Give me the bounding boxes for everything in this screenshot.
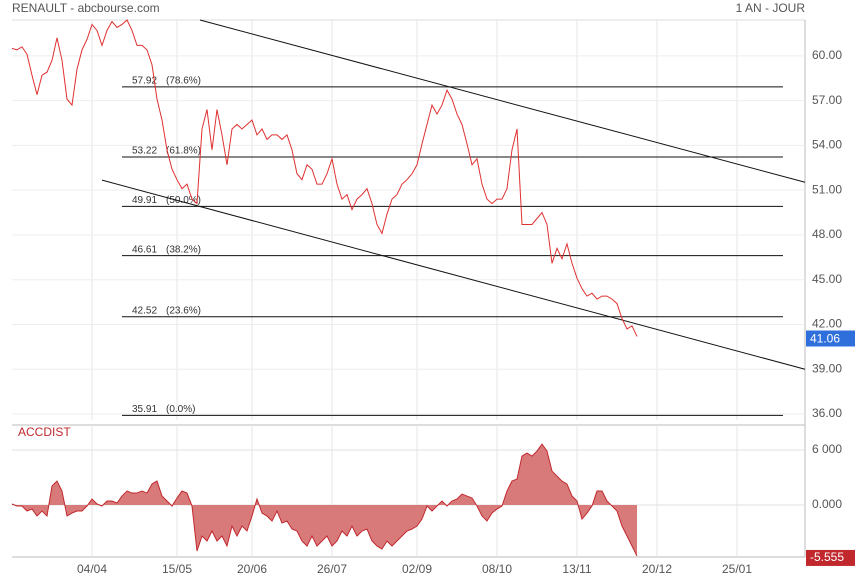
fib-value: 49.91: [132, 195, 157, 206]
y-tick-label: 54.00: [812, 138, 842, 152]
fib-ratio: (23.6%): [166, 305, 201, 316]
panel-title: ACCDIST: [18, 425, 71, 439]
fib-value: 53.22: [132, 146, 157, 157]
x-tick-label: 08/10: [482, 562, 512, 576]
y-tick-label: 51.00: [812, 182, 842, 196]
fib-ratio: (0.0%): [166, 404, 195, 415]
fib-ratio: (38.2%): [166, 244, 201, 255]
fib-ratio: (78.6%): [166, 76, 201, 87]
y-tick-label: 0.000: [812, 497, 842, 511]
x-tick-label: 26/07: [317, 562, 347, 576]
fib-value: 35.91: [132, 404, 157, 415]
price-line: [11, 19, 638, 337]
x-tick-label: 13/11: [562, 562, 591, 576]
last-price-box: [806, 330, 855, 347]
fib-value: 46.61: [132, 244, 157, 255]
fib-value: 42.52: [132, 305, 157, 316]
last-accdist-box: [806, 549, 855, 566]
last-price: 41.06: [810, 332, 840, 346]
y-tick-label: 36.00: [812, 406, 842, 420]
y-tick-label: 42.00: [812, 317, 842, 331]
x-tick-label: 15/05: [162, 562, 192, 576]
y-tick-label: 57.00: [812, 93, 842, 107]
area: [12, 444, 637, 556]
fib-value: 57.92: [132, 76, 157, 87]
chart-title: RENAULT - abcbourse.com: [12, 1, 160, 15]
area-line: [11, 443, 638, 557]
y-tick-label: 48.00: [812, 227, 842, 241]
last-accdist: -5.555: [810, 550, 844, 564]
x-tick-label: 20/12: [642, 562, 672, 576]
x-tick-label: 20/06: [237, 562, 267, 576]
trendline: [199, 19, 806, 183]
trendline: [101, 179, 806, 370]
fib-ratio: (50.0%): [166, 195, 201, 206]
y-tick-label: 6 000: [812, 442, 842, 456]
y-tick-label: 45.00: [812, 272, 842, 286]
fib-ratio: (61.8%): [166, 146, 201, 157]
x-tick-label: 02/09: [402, 562, 432, 576]
x-tick-label: 25/01: [722, 562, 752, 576]
y-tick-label: 39.00: [812, 361, 842, 375]
x-tick-label: 04/04: [77, 562, 107, 576]
chart-subtitle: 1 AN - JOUR: [736, 1, 806, 15]
y-tick-label: 60.00: [812, 48, 842, 62]
